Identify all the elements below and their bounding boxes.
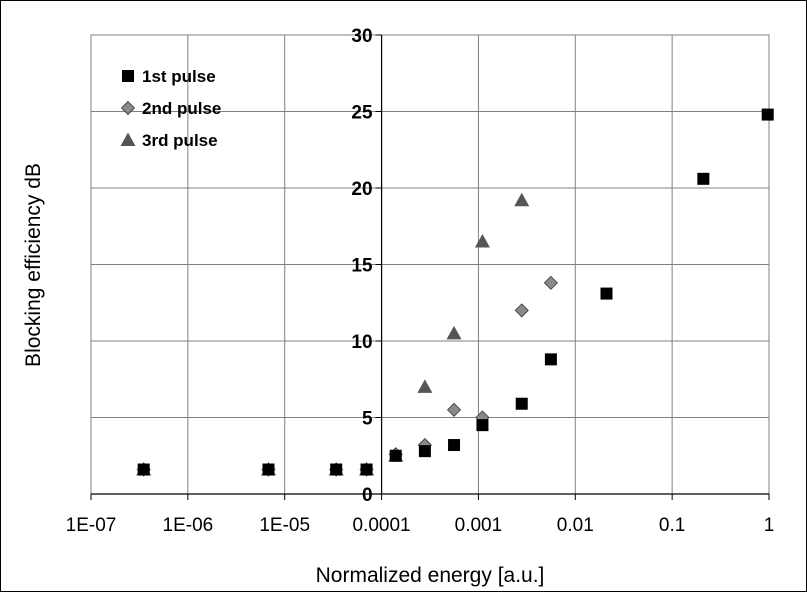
x-tick-label: 1E-06 [163,515,214,536]
y-tick-label: 30 [351,26,372,47]
x-tick-label: 0.0001 [353,515,411,536]
legend-label: 2nd pulse [142,99,221,118]
y-tick-label: 15 [351,256,373,277]
data-points [136,108,774,477]
axes [90,34,770,500]
x-tick-label: 1E-05 [259,515,310,536]
data-point-square [360,463,373,476]
data-point-diamond [543,275,558,290]
x-tick-label: 0.001 [455,515,503,536]
legend: 1st pulse 2nd pulse 3rd pulse [120,67,221,150]
data-point-square [262,463,275,476]
data-point-square [418,445,431,458]
data-point-triangle [417,379,433,393]
y-tick-label: 5 [362,409,373,430]
legend-marker-triangle [120,132,136,146]
y-tick-label: 0 [362,485,373,506]
x-tick-label: 0.1 [659,515,685,536]
series-1 [137,108,774,476]
legend-item: 3rd pulse [120,131,218,150]
data-point-triangle [514,192,530,207]
y-tick-label: 25 [351,103,373,124]
data-point-square [544,353,557,366]
x-tick-label: 0.01 [557,515,594,536]
legend-label: 3rd pulse [142,131,218,150]
x-tick-labels: 1E-07 1E-06 1E-05 0.0001 0.001 0.01 0.1 1 [66,515,775,536]
legend-label: 1st pulse [142,67,216,86]
data-point-square [330,463,343,476]
data-point-square [515,397,528,410]
legend-marker-square [122,70,134,82]
data-point-square [697,172,710,185]
y-tick-label: 20 [351,179,372,200]
legend-marker-diamond [120,100,136,116]
data-point-square [600,287,613,300]
legend-item: 1st pulse [122,67,216,86]
x-tick-label: 1E-07 [66,515,117,536]
x-axis-title: Normalized energy [a.u.] [316,564,545,587]
data-point-triangle [474,234,490,248]
data-point-diamond [446,402,462,417]
data-point-square [389,449,402,462]
data-point-square [476,419,489,432]
y-tick-labels: 0 5 10 15 20 25 30 [351,26,373,506]
y-tick-label: 10 [351,332,372,353]
data-point-diamond [514,303,529,318]
data-point-triangle [446,325,462,340]
data-point-square [137,463,150,476]
x-tick-label: 1 [764,515,775,536]
legend-item: 2nd pulse [120,99,221,118]
y-axis-title: Blocking efficiency dB [22,163,45,367]
data-point-square [448,439,461,452]
data-point-square [761,108,774,121]
